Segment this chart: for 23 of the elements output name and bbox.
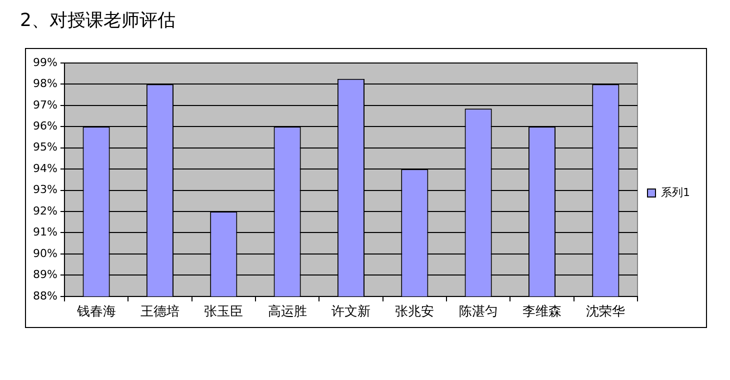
y-tick-label: 97% [32, 98, 58, 112]
chart-title: 2、对授课老师评估 [20, 9, 176, 33]
x-tick-label: 王德培 [140, 304, 180, 320]
y-tick-label: 89% [32, 268, 58, 282]
y-tick-label: 88% [32, 289, 58, 302]
y-tick-label: 91% [32, 226, 58, 239]
x-tick-label: 许文新 [331, 304, 370, 320]
y-tick-label: 90% [32, 246, 58, 260]
x-tick-label: 高运胜 [268, 304, 307, 320]
x-tick-label: 张兆安 [395, 304, 434, 320]
x-tick-label: 张玉臣 [204, 304, 244, 320]
y-tick-label: 92% [32, 204, 58, 218]
y-tick-label: 98% [32, 77, 58, 90]
y-tick-label: 93% [32, 183, 58, 196]
x-tick-label: 李维森 [522, 304, 562, 320]
legend-label: 系列1 [661, 186, 690, 199]
y-tick-label: 99% [32, 56, 58, 69]
y-tick-label: 94% [32, 162, 58, 175]
x-tick-label: 钱春海 [76, 304, 116, 320]
y-tick-label: 96% [32, 120, 58, 133]
y-tick-label: 95% [32, 140, 58, 154]
x-tick-label: 陈湛匀 [458, 304, 498, 320]
x-tick-label: 沈荣华 [586, 304, 626, 320]
